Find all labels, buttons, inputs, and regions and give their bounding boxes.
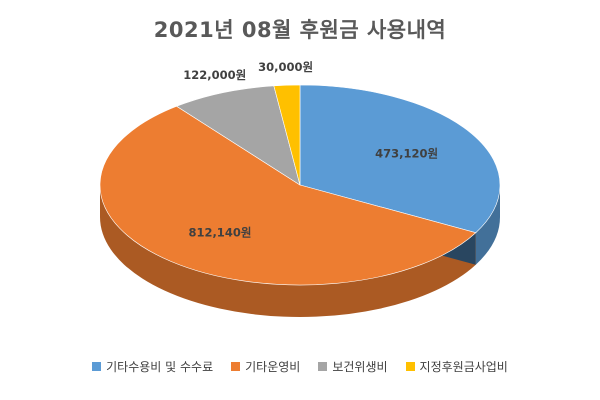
- legend-label: 기타수용비 및 수수료: [106, 360, 214, 374]
- legend-label: 기타운영비: [245, 360, 301, 374]
- legend-swatch: [92, 362, 102, 371]
- legend-label: 지정후원금사업비: [419, 360, 508, 374]
- data-label: 812,140원: [188, 225, 251, 239]
- pie-slices: [99, 84, 501, 286]
- pie-slice: [176, 85, 301, 186]
- data-label: 30,000원: [258, 60, 313, 74]
- legend-item: 기타수용비 및 수수료: [92, 358, 213, 375]
- pie-slice: [273, 84, 301, 186]
- legend: 기타수용비 및 수수료 기타운영비 보건위생비 지정후원금사업비: [0, 358, 600, 375]
- data-label: 122,000원: [183, 68, 246, 82]
- legend-swatch: [405, 362, 415, 371]
- legend-item: 지정후원금사업비: [405, 358, 508, 375]
- pie-slice: [299, 84, 501, 234]
- legend-label: 보건위생비: [332, 360, 388, 374]
- legend-item: 기타운영비: [231, 358, 300, 375]
- legend-swatch: [318, 362, 328, 371]
- data-labels: 473,120원 812,140원 122,000원 30,000원: [183, 60, 438, 239]
- chart-title: 2021년 08월 후원금 사용내역: [153, 18, 447, 42]
- legend-swatch: [231, 362, 241, 371]
- legend-item: 보건위생비: [318, 358, 388, 375]
- slice-side: [100, 185, 476, 317]
- data-label: 473,120원: [375, 146, 438, 160]
- pie-slice: [99, 105, 477, 286]
- slice-side: [475, 185, 500, 265]
